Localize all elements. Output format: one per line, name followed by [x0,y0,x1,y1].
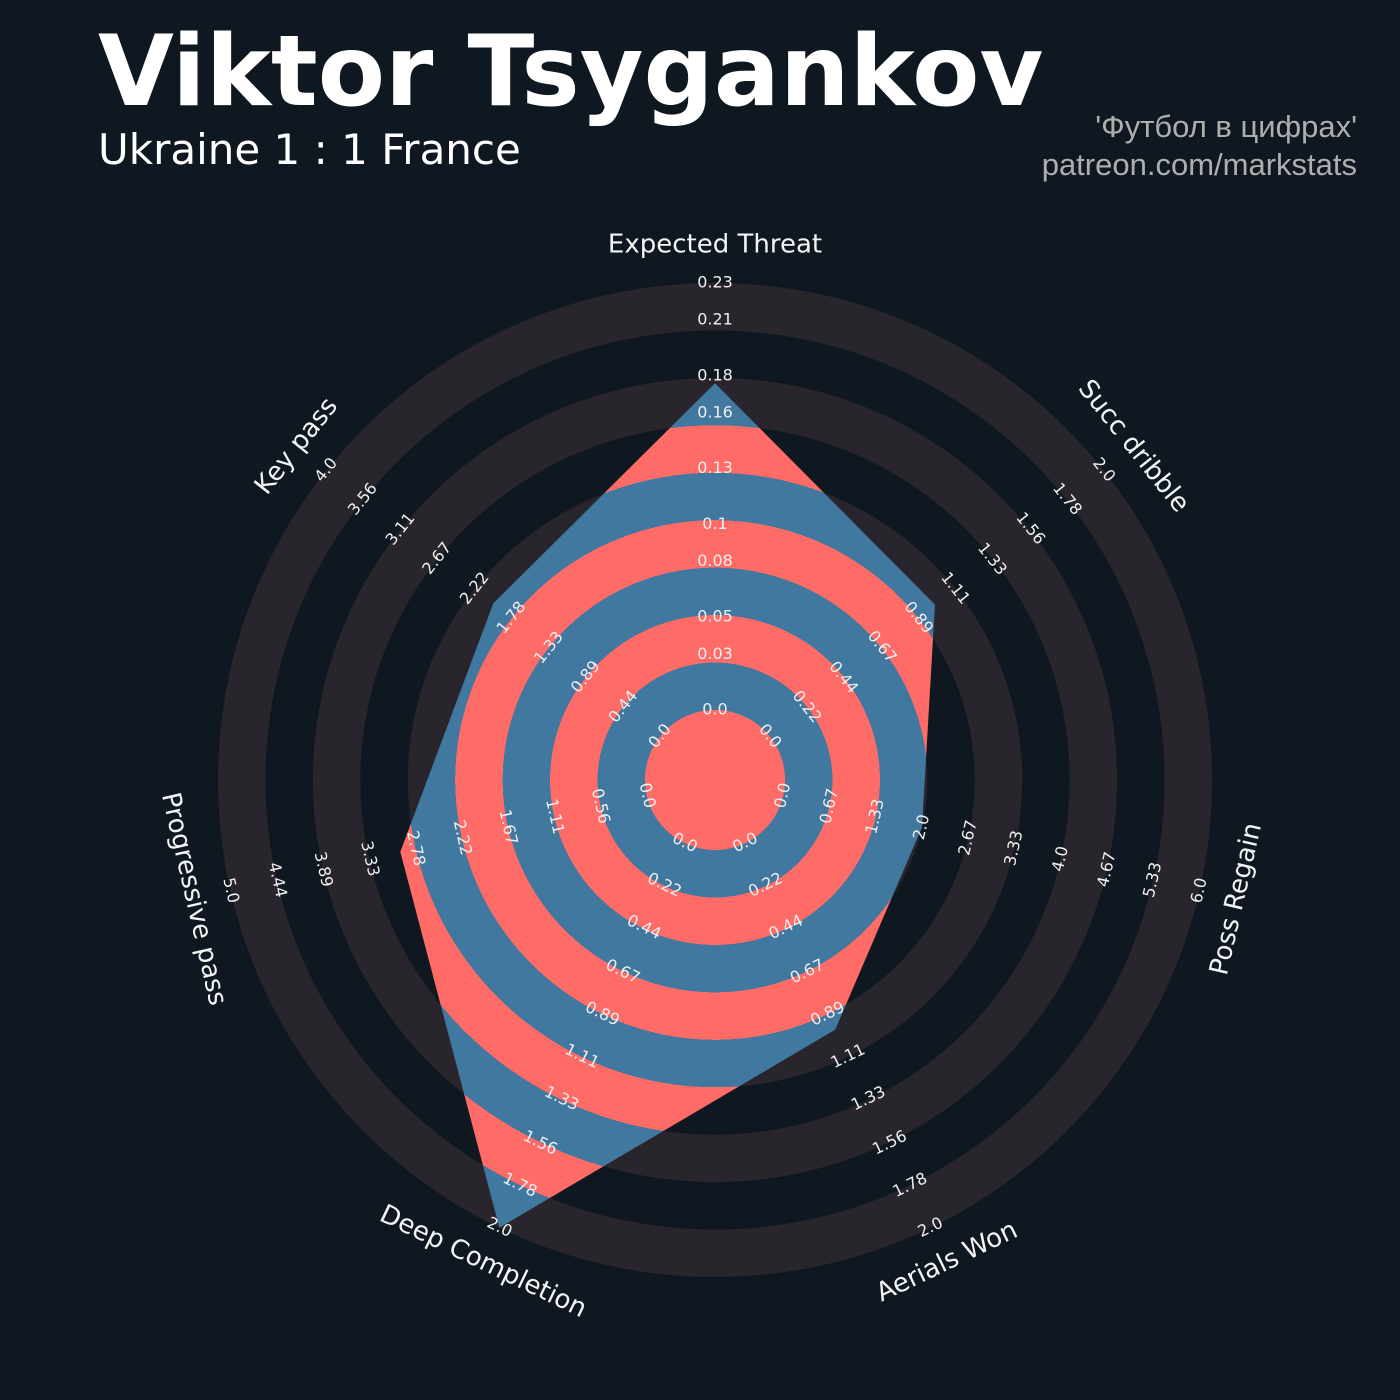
tick-label: 0.03 [697,644,733,663]
tick-label: 0.16 [697,402,733,421]
tick-label: 0.23 [697,273,733,292]
axis-label: Expected Threat [608,230,822,260]
chart-subtitle: Ukraine 1 : 1 France [98,125,521,174]
radar-area [400,383,935,1228]
tick-label: 0.0 [702,700,727,719]
annotation: patreon.com/markstats [1042,147,1357,182]
tick-label: 0.05 [697,607,733,626]
tick-label: 0.1 [702,514,727,533]
tick-label: 0.18 [697,365,733,384]
tick-label: 0.08 [697,551,733,570]
annotation: 'Футбол в цифрах' [1095,109,1357,144]
chart-title: Viktor Tsygankov [98,15,1043,129]
tick-label: 0.21 [697,310,733,329]
tick-label: 0.13 [697,458,733,477]
